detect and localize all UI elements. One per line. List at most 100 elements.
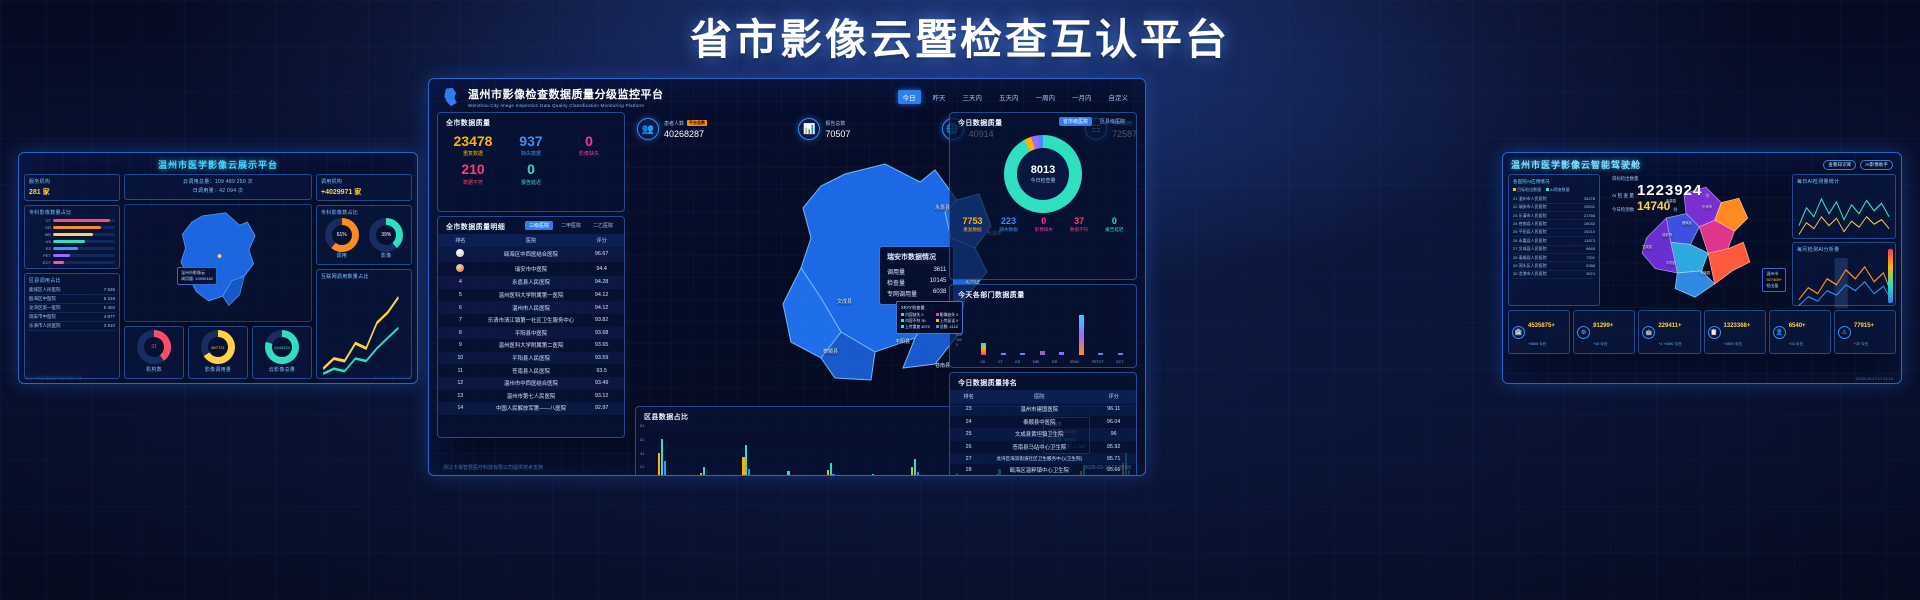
city-quality-detail-panel: 全市数据质量明细 三级医院 二甲医院 二乙医院 排名 医院 评分 瓯海区中西医结… — [437, 216, 625, 438]
left-map-tooltip: 温州市影像云 调用量: 10990182 — [177, 267, 218, 285]
today-ranking-panel: 今日数据质量排名 排名 医院 评分 23 温州市建国医院 96.11 24 泰顺县中医… — [949, 372, 1137, 475]
table-row[interactable]: 瓯海区中西医结合医院 96.67 — [438, 247, 624, 262]
list-item: DR — [29, 225, 115, 230]
ai-today-value: 14740 — [1636, 199, 1671, 213]
table-row[interactable]: 9 温州医科大学附属第二医院 93.65 — [458, 342, 609, 350]
scan-icon: ⚙ — [1577, 325, 1591, 339]
list-item[interactable]: 22 瑞安市人民医院 28911 — [1513, 204, 1595, 213]
right-map-label-3: 鹿城区 — [1682, 221, 1693, 225]
stat-card-hospital[interactable]: 🏥 4535875+ +4608 今日 — [1508, 310, 1571, 354]
kpi-missing-data: 937 缺失数据 — [519, 133, 543, 158]
table-row[interactable]: 4 永嘉县人民医院 94.28 — [438, 276, 624, 289]
tab-yesterday[interactable]: 昨天 — [932, 95, 946, 102]
tab-provincial-hospital[interactable]: 省市级医院 — [1058, 117, 1092, 126]
city-quality-title: 全市数据质量 — [446, 120, 491, 127]
map-tooltip: 瑞安市数据情况 调用量 3611 检查量 10145 专网调用量 6038 — [879, 246, 955, 305]
table-row[interactable]: 12 温州市中西医结合医院 93.49 — [438, 376, 624, 390]
tab-custom[interactable]: 自定义 — [1108, 95, 1129, 102]
left-info-line-1: 云调用总量：109 489 250 次 — [183, 179, 253, 185]
list-item: PET — [29, 253, 115, 258]
list-item[interactable]: 30 龙港市人民医院 3974 — [1513, 271, 1595, 280]
stat-card-report[interactable]: 📋 1323368+ +4590 今日 — [1703, 310, 1766, 354]
knowledge-base-button[interactable]: 查看知识库 — [1823, 159, 1857, 170]
left-call-orgs-value: +4029971 家 — [321, 189, 362, 196]
right-map-label-1: 永嘉县 — [1666, 199, 1677, 203]
col-hospital: 医院 — [482, 234, 580, 247]
table-row[interactable]: 6 温州市人民医院 94.12 — [438, 301, 624, 314]
left-metric-2: 847721 影像调用量 — [188, 326, 248, 379]
table-row[interactable]: 5 温州医科大学附属第一医院 94.12 — [458, 292, 609, 300]
center-screen: 温州市影像检查数据质量分级监控平台 Wenzhou City Image Ins… — [428, 78, 1146, 476]
left-call-orgs: 调用机构 +4029971 家 — [316, 174, 412, 201]
list-item[interactable]: 29 洞头区人民医院 5388 — [1513, 262, 1595, 271]
stat-report-value: 70507 — [825, 128, 851, 139]
left-metric-1: 31 机构数 — [124, 326, 184, 379]
tab-level2b-hospital[interactable]: 二乙医院 — [592, 223, 613, 229]
table-row[interactable]: 24 泰顺县中医院 96.04 — [965, 418, 1121, 426]
stat-card-user[interactable]: 👤 6540+ +34 今日 — [1768, 310, 1831, 354]
list-item: MR — [29, 232, 115, 237]
table-row[interactable]: 13 温州市第七人民医院 93.12 — [457, 392, 609, 400]
list-item[interactable]: 28 泰顺县人民医院 7201 — [1513, 254, 1595, 263]
list-item[interactable]: 23 乐清市人民医院 21766 — [1513, 212, 1595, 221]
tab-level2a-hospital[interactable]: 二甲医院 — [560, 223, 581, 229]
today-kpi-image-missing: 0 影像缺失 — [1034, 216, 1053, 232]
list-item[interactable]: 25 平阳县人民医院 15210 — [1513, 229, 1595, 238]
stat-patient-count: 👥 患者人数 平台总数 40268287 — [637, 118, 708, 140]
today-kpi-duplicate: 7753 重复数据 — [962, 216, 983, 232]
table-row[interactable]: 11 苍南县人民医院 93.5 — [457, 367, 607, 375]
center-title-en: Wenzhou City Image Inspection Data Quali… — [468, 103, 645, 108]
list-item[interactable]: 24 苍南县人民医院 18032 — [1513, 220, 1595, 229]
table-row[interactable]: 7 乐清市清江镇第一社区卫生服务中心 93.82 — [458, 317, 609, 325]
tab-three-days[interactable]: 三天内 — [962, 95, 983, 102]
tab-today[interactable]: 今日 — [897, 90, 921, 104]
tab-five-days[interactable]: 五天内 — [999, 95, 1019, 102]
table-row[interactable]: 26 苍南县马站中心卫生院 95.92 — [965, 444, 1121, 452]
tab-district-hospital[interactable]: 区县级医院 — [1099, 119, 1125, 125]
ai-assistant-button[interactable]: AI影像助手 — [1860, 159, 1893, 170]
stat-card-scan[interactable]: ⚙ 91299+ +30 今日 — [1573, 310, 1636, 354]
list-item[interactable]: 27 文成县人民医院 9645 — [1513, 246, 1595, 254]
table-row[interactable]: 28 瓯海区温粹镇中心卫生院 95.66 — [965, 467, 1121, 475]
table-header-row: 排名 医院 评分 — [950, 390, 1136, 403]
stat-card-alert[interactable]: ⚠ 77915+ +20 今日 — [1833, 310, 1897, 354]
left-dept-bars: 专科影像数量占比 CT DR MR US ES PET ECT — [24, 205, 120, 269]
list-item: US — [29, 239, 115, 244]
left-service-orgs-value: 281 家 — [29, 189, 50, 196]
col-rank: 排名 — [438, 234, 483, 247]
left-trend-chart: 互联网调用数量占比 — [316, 269, 412, 379]
table-row[interactable]: 25 文成县黄坦镇卫生院 96 — [950, 428, 1136, 441]
table-row: 瓯海区中医院 6 318 — [29, 295, 115, 304]
left-region-table: 区县调用占比 鹿城区人民医院 7 625 瓯海区中医院 6 318 龙湾区第一医院 5… — [24, 273, 120, 379]
map-label-pingyang: 平阳县 — [895, 339, 911, 345]
legend-ai-scan: AI筛查数量 — [1546, 187, 1570, 193]
kpi-missing-image: 0 影像缺失 — [578, 133, 599, 158]
table-row[interactable]: 10 平阳县人民医院 93.59 — [438, 351, 624, 365]
right-list-header: 各医院AI应用情况 — [1513, 179, 1550, 184]
tab-one-week[interactable]: 一周内 — [1035, 95, 1056, 102]
stat-card-ai[interactable]: 🤖 229411+ +1 +4590 今日 — [1638, 310, 1701, 354]
left-map[interactable]: 温州市影像云 调用量: 10990182 — [124, 204, 312, 322]
today-kpi-delay: 0 报告延迟 — [1105, 216, 1124, 232]
report-icon: 📊 — [798, 118, 821, 140]
map-label-cangnan: 苍南县 — [935, 363, 951, 369]
platform-logo-icon — [444, 87, 457, 107]
tab-one-month[interactable]: 一月内 — [1072, 95, 1092, 102]
list-item[interactable]: 21 温州市人民医院 34278 — [1513, 195, 1595, 204]
right-map-label-6: 平阳县 — [1666, 261, 1677, 265]
patient-icon: 👥 — [637, 118, 659, 140]
table-row[interactable]: 8 平阳县中医院 93.68 — [438, 326, 624, 340]
table-row[interactable]: 23 温州市建国医院 96.11 — [950, 403, 1136, 416]
color-scale-legend — [1888, 248, 1893, 303]
table-row[interactable]: 瑞安市中医院 94.4 — [438, 262, 624, 277]
left-service-orgs-label: 服务机构 — [29, 179, 51, 185]
list-item[interactable]: 26 永嘉县人民医院 11873 — [1513, 237, 1595, 246]
stat-patient-tag: 平台总数 — [687, 120, 708, 126]
col-rank-2: 排名 — [950, 390, 988, 403]
tab-level3-hospital[interactable]: 三级医院 — [524, 221, 553, 230]
table-row[interactable]: 27 龙湾区海滨街道社区卫生服务中心(卫生院) 95.71 — [950, 453, 1136, 464]
table-row[interactable]: 14 中国人民解放军第——八医院 92.97 — [438, 402, 624, 415]
hospital-icon: 🏥 — [1512, 325, 1525, 339]
today-kpi-mismatch: 37 数据不符 — [1069, 216, 1089, 232]
table-row: 鹿城区人民医院 7 625 — [29, 286, 115, 295]
